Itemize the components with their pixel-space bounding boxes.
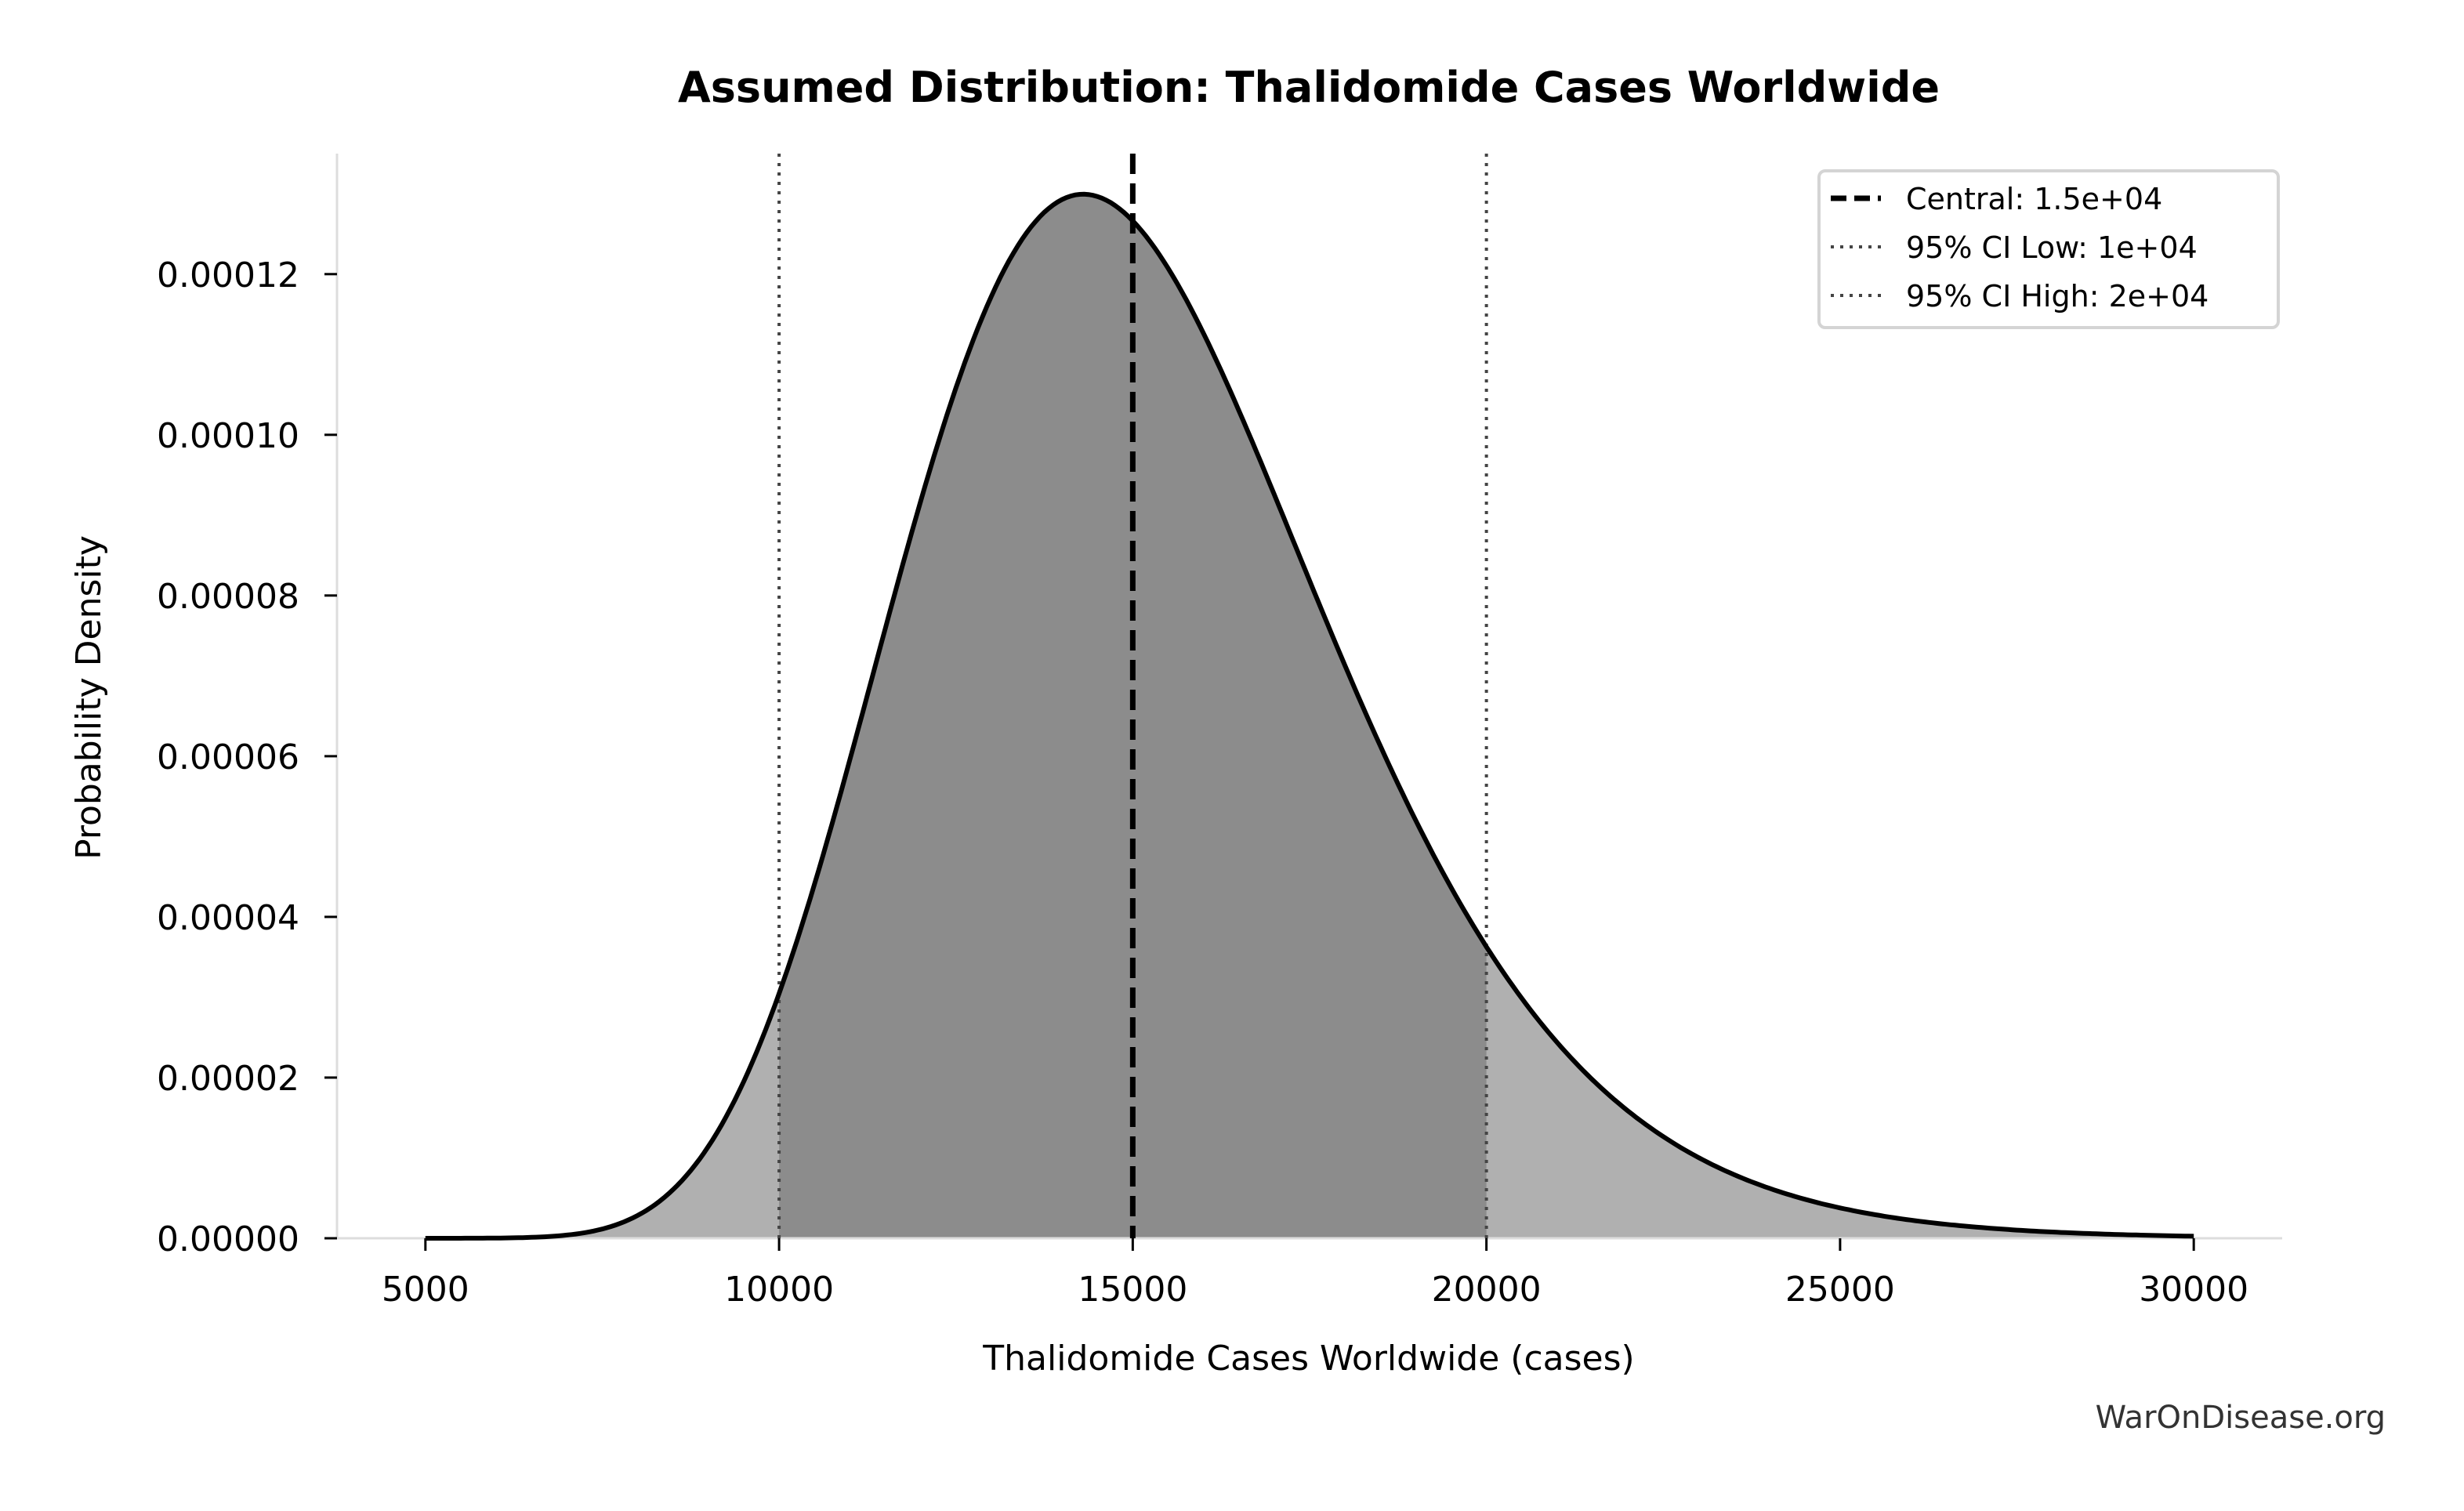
y-axis-label: Probability Density	[69, 535, 109, 860]
x-tick-label: 10000	[724, 1270, 834, 1310]
x-tick-label: 25000	[1785, 1270, 1895, 1310]
y-tick-label: 0.00012	[157, 255, 299, 295]
y-tick-label: 0.00008	[157, 577, 299, 617]
density-curve	[425, 191, 2194, 1241]
chart-title: Assumed Distribution: Thalidomide Cases …	[678, 63, 1940, 112]
plot-area: 5000 10000 15000 20000 25000 30000 0.00000 0.00…	[157, 154, 2282, 1310]
legend-label: 95% CI Low: 1e+04	[1906, 230, 2198, 265]
ci-fill	[779, 194, 1487, 1238]
y-tick-label: 0.00010	[157, 416, 299, 456]
y-tick-label: 0.00006	[157, 737, 299, 777]
x-tick-label: 30000	[2139, 1270, 2248, 1310]
y-tick-label: 0.00000	[157, 1219, 299, 1259]
x-tick-label: 20000	[1432, 1270, 1542, 1310]
legend-label: 95% CI High: 2e+04	[1906, 279, 2209, 313]
x-tick-label: 5000	[382, 1270, 469, 1310]
legend-box	[1817, 169, 2280, 329]
y-tick-label: 0.00002	[157, 1059, 299, 1099]
legend: Central: 1.5e+04 95% CI Low: 1e+04 95% CI …	[1817, 169, 2280, 329]
legend-label: Central: 1.5e+04	[1906, 182, 2162, 216]
x-axis-label: Thalidomide Cases Worldwide (cases)	[982, 1339, 1634, 1379]
watermark: WarOnDisease.org	[2096, 1400, 2386, 1436]
x-tick-label: 15000	[1078, 1270, 1187, 1310]
y-tick-label: 0.00004	[157, 898, 299, 938]
